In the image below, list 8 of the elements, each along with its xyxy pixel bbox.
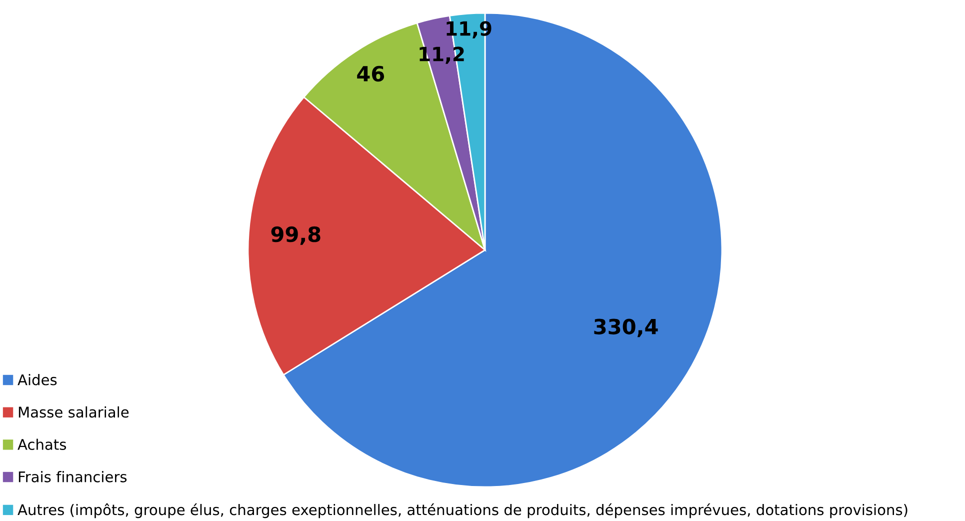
legend-label: Autres (impôts, groupe élus, charges exeptionnelles, atténuations de produits, dépenses imprévues, dotations provisions) [18,503,908,518]
data-label: 46 [357,66,384,82]
legend-label: Achats [18,438,66,450]
legend-label: Frais financiers [18,471,127,482]
data-label: 330,4 [594,318,658,338]
legend-label: Aides [18,374,57,386]
data-label: 99,8 [271,226,320,245]
legend-label: Masse salariale [18,406,129,418]
